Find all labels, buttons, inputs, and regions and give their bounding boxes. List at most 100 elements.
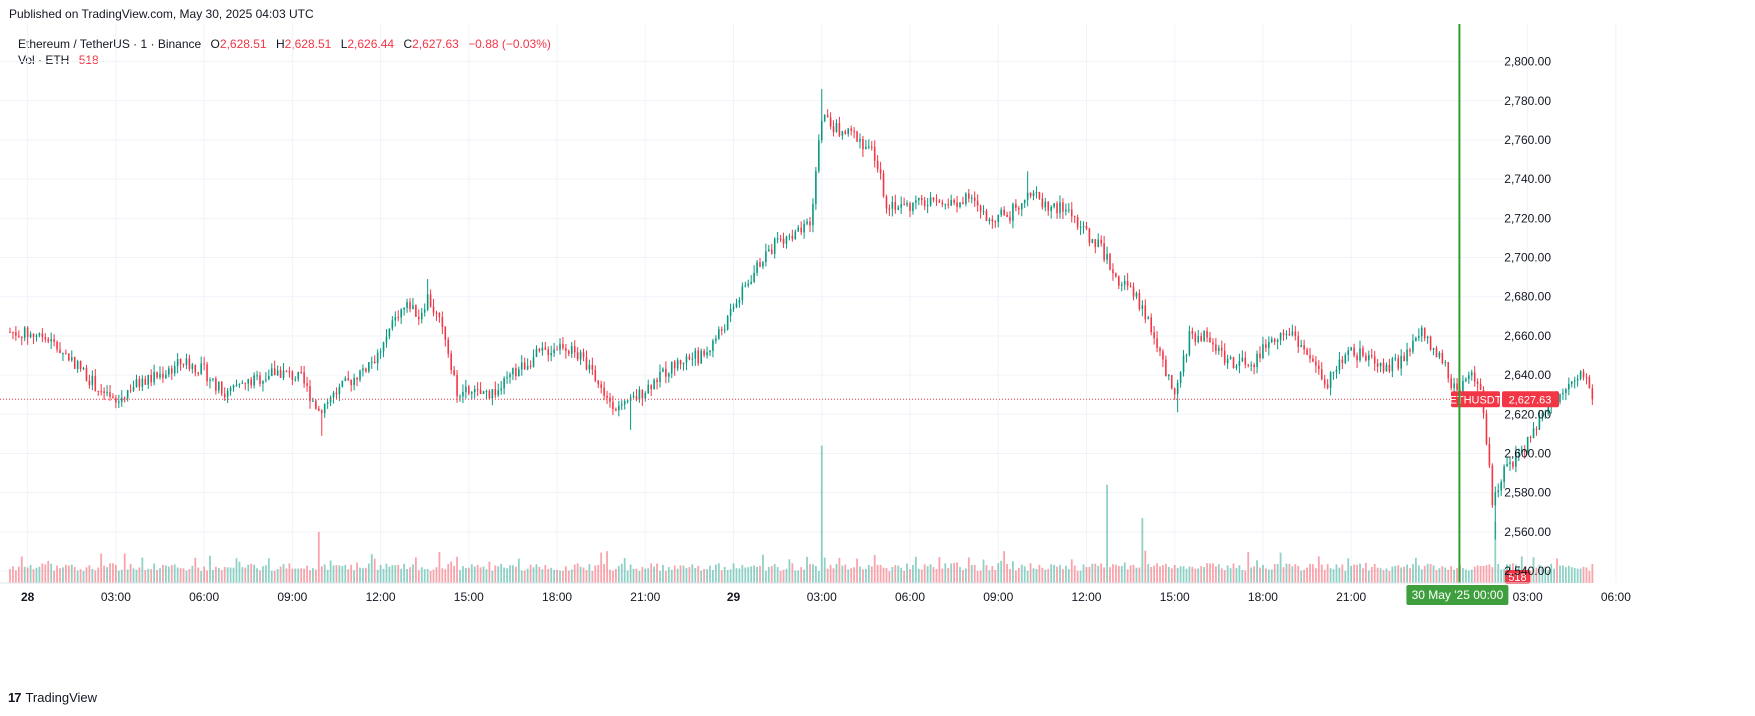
volume-bar — [1062, 569, 1064, 583]
candle-body — [973, 197, 976, 201]
volume-bar — [1279, 552, 1282, 583]
candle-body — [762, 262, 764, 267]
symbol-name[interactable]: Ethereum / TetherUS · 1 · Binance — [18, 37, 202, 51]
candle-body — [220, 381, 223, 394]
volume-bar — [1532, 557, 1535, 583]
candle-body — [615, 409, 617, 411]
candle-body — [576, 352, 579, 360]
volume-bar — [444, 569, 447, 583]
candle-body — [1100, 239, 1102, 244]
volume-bar — [829, 564, 832, 583]
candle-body — [415, 305, 417, 317]
volume-bar — [1038, 564, 1041, 583]
y-tick-label: 2,580.00 — [1504, 486, 1551, 500]
volume-bar — [1006, 564, 1008, 583]
candle-body — [394, 316, 397, 321]
candle-body — [870, 146, 873, 148]
volume-bar — [800, 567, 803, 583]
candle-body — [1009, 216, 1011, 221]
volume-bar — [1320, 564, 1323, 583]
candle-body — [262, 380, 264, 384]
volume-bar — [826, 568, 829, 583]
candle-body — [1241, 357, 1244, 362]
candle-body — [509, 374, 511, 378]
candle-body — [1215, 344, 1217, 351]
volume-bar — [312, 568, 314, 583]
volume-label[interactable]: Vol · ETH — [18, 53, 70, 67]
volume-bar — [862, 569, 864, 583]
candle-body — [1429, 336, 1432, 350]
volume-bar — [1091, 563, 1094, 583]
candle-body — [938, 200, 941, 203]
candle-body — [1032, 192, 1035, 197]
candle-body — [1473, 372, 1476, 382]
candle-body — [1544, 413, 1547, 415]
candle-body — [1103, 243, 1105, 260]
candle-body — [294, 379, 297, 381]
candle-body — [1315, 361, 1317, 366]
candle-body — [1591, 388, 1594, 400]
candle-body — [1179, 372, 1182, 384]
candle-body — [212, 378, 214, 380]
candle-body — [1285, 334, 1288, 336]
candle-body — [1350, 347, 1352, 351]
candle-body — [150, 374, 152, 383]
candle-body — [1129, 286, 1132, 288]
volume-bar — [450, 561, 453, 583]
volume-bar — [1220, 568, 1223, 583]
candle-body — [1506, 463, 1508, 467]
volume-bar — [1362, 568, 1364, 583]
candle-body — [435, 312, 438, 314]
volume-bar — [129, 563, 132, 583]
candle-body — [1223, 350, 1226, 364]
volume-bar — [1194, 568, 1197, 583]
volume-bar — [476, 564, 479, 583]
y-tick-label: 2,620.00 — [1504, 407, 1551, 421]
candle-body — [535, 348, 538, 357]
volume-bar — [864, 568, 867, 583]
volume-bar — [1009, 568, 1011, 583]
volume-bar — [59, 568, 61, 583]
volume-bar — [576, 563, 579, 583]
candle-body — [1276, 339, 1279, 342]
volume-bar — [88, 565, 91, 583]
volume-bar — [1400, 567, 1403, 583]
candle-body — [1388, 364, 1391, 372]
x-tick-label: 18:00 — [1248, 590, 1278, 604]
candle-body — [62, 353, 64, 355]
volume-bar — [397, 564, 400, 583]
volume-bar — [682, 565, 685, 583]
brand-name[interactable]: TradingView — [25, 690, 98, 705]
candle-body — [1541, 414, 1544, 416]
candle-body — [170, 368, 173, 374]
tradingview-logo-icon[interactable]: 17 — [8, 690, 22, 705]
volume-bar — [1100, 563, 1103, 583]
candle-body — [759, 262, 761, 267]
candle-body — [894, 201, 897, 210]
candle-body — [932, 197, 935, 200]
volume-bar — [579, 566, 582, 583]
x-tick-label: 29 — [727, 590, 741, 604]
volume-bar — [1114, 564, 1117, 583]
volume-bar — [1379, 568, 1382, 583]
candle-body — [306, 383, 308, 387]
volume-bar — [582, 567, 585, 583]
candle-body — [1203, 330, 1205, 341]
candle-body — [820, 120, 823, 141]
volume-bar — [920, 569, 923, 583]
candle-body — [670, 361, 673, 374]
volume-bar — [1385, 568, 1388, 583]
candle-body — [600, 384, 602, 388]
candle-body — [1132, 286, 1135, 297]
volume-bar — [876, 564, 879, 583]
volume-bar — [841, 565, 844, 583]
volume-bar — [1067, 569, 1070, 583]
candle-body — [1579, 371, 1582, 379]
candle-body — [247, 379, 250, 384]
candle-body — [1376, 363, 1379, 367]
candle-body — [1418, 336, 1420, 338]
candle-body — [953, 200, 955, 203]
volume-bar — [109, 563, 111, 583]
volume-bar — [726, 570, 729, 583]
